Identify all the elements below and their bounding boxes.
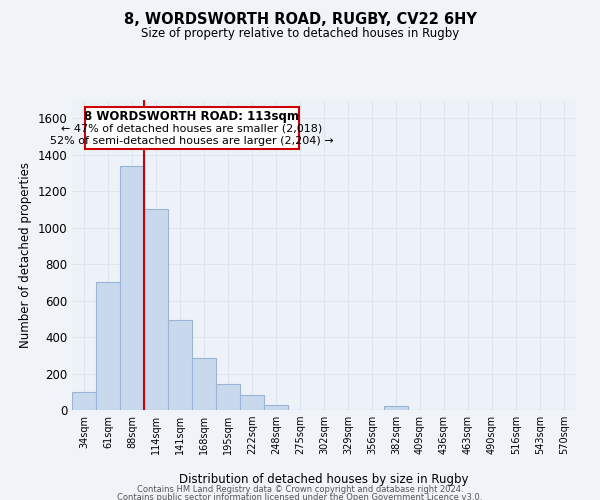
Bar bbox=[216, 384, 240, 410]
Bar bbox=[144, 210, 168, 410]
Y-axis label: Number of detached properties: Number of detached properties bbox=[19, 162, 32, 348]
Text: Distribution of detached houses by size in Rugby: Distribution of detached houses by size … bbox=[179, 474, 469, 486]
Bar bbox=[120, 166, 144, 410]
Text: ← 47% of detached houses are smaller (2,018): ← 47% of detached houses are smaller (2,… bbox=[61, 124, 323, 134]
Text: 8, WORDSWORTH ROAD, RUGBY, CV22 6HY: 8, WORDSWORTH ROAD, RUGBY, CV22 6HY bbox=[124, 12, 476, 28]
Text: Size of property relative to detached houses in Rugby: Size of property relative to detached ho… bbox=[141, 28, 459, 40]
Text: Contains public sector information licensed under the Open Government Licence v3: Contains public sector information licen… bbox=[118, 492, 482, 500]
Bar bbox=[168, 320, 192, 410]
Bar bbox=[264, 404, 288, 410]
Bar bbox=[96, 282, 120, 410]
Bar bbox=[384, 406, 408, 410]
Text: 8 WORDSWORTH ROAD: 113sqm: 8 WORDSWORTH ROAD: 113sqm bbox=[85, 110, 299, 123]
Text: Contains HM Land Registry data © Crown copyright and database right 2024.: Contains HM Land Registry data © Crown c… bbox=[137, 484, 463, 494]
Bar bbox=[240, 396, 264, 410]
Bar bbox=[72, 392, 96, 410]
Text: 52% of semi-detached houses are larger (2,204) →: 52% of semi-detached houses are larger (… bbox=[50, 136, 334, 146]
FancyBboxPatch shape bbox=[85, 108, 299, 149]
Bar bbox=[192, 358, 216, 410]
